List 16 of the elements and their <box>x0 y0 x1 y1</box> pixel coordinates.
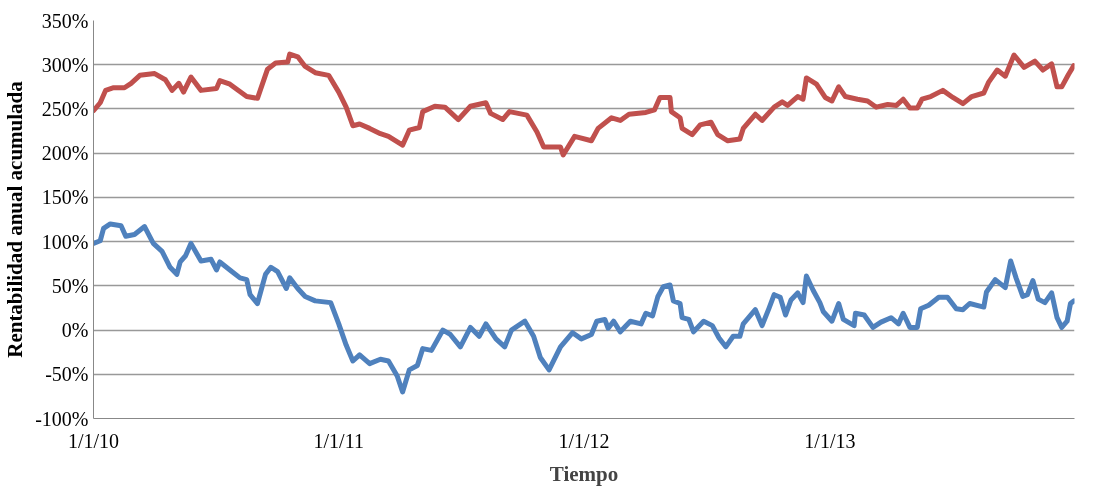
y-tick-label: 250% <box>41 97 89 120</box>
x-tick-label: 1/1/13 <box>804 429 856 452</box>
y-tick-label: -100% <box>35 407 89 430</box>
x-tick-label: 1/1/11 <box>313 429 364 452</box>
y-tick-label: 350% <box>41 9 89 32</box>
y-axis-title: Rentabilidad anual acumulada <box>3 80 28 358</box>
x-axis-title: Tiempo <box>549 461 619 486</box>
y-tick-label: -50% <box>45 363 89 386</box>
y-tick-label: 200% <box>41 142 89 165</box>
x-tick-label: 1/1/10 <box>67 429 120 452</box>
y-tick-label: 150% <box>41 186 89 209</box>
y-tick-label: 0% <box>61 319 89 342</box>
y-tick-label: 50% <box>51 274 89 297</box>
y-tick-label: 300% <box>41 53 89 76</box>
x-tick-label: 1/1/12 <box>558 429 610 452</box>
y-tick-label: 100% <box>41 230 89 253</box>
